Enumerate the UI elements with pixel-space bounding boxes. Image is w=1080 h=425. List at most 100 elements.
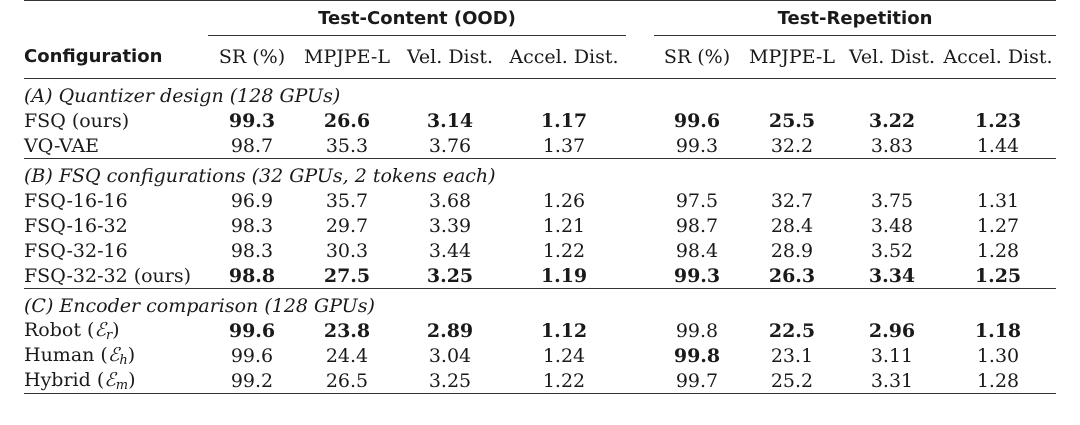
- cell-rep-vel: 3.31: [870, 369, 914, 392]
- cell-rep-accel: 1.28: [976, 239, 1020, 262]
- config-cell: VQ-VAE: [24, 133, 208, 159]
- table-row: FSQ-32-16 98.3 30.3 3.44 1.22 98.4 28.9 3.52 1.2…: [24, 238, 1056, 263]
- cell-ood-mpjpe: 35.3: [325, 134, 369, 157]
- cell-rep-accel: 1.23: [974, 109, 1022, 132]
- column-header-row: Configuration SR (%) MPJPE-L Vel. Dist. …: [24, 36, 1056, 79]
- cell-ood-sr: 96.9: [230, 189, 274, 212]
- col-header-accel-ood: Accel. Dist.: [509, 46, 619, 68]
- cell-ood-sr: 99.6: [230, 344, 274, 367]
- cell-rep-mpjpe: 28.9: [770, 239, 814, 262]
- bottom-rule: [24, 393, 1056, 394]
- group-header-row: Test-Content (OOD) Test-Repetition: [24, 1, 1056, 36]
- cell-ood-accel: 1.22: [542, 369, 586, 392]
- section-rule: [24, 288, 1056, 289]
- cell-ood-accel: 1.26: [542, 189, 586, 212]
- section-header-row: (B) FSQ configurations (32 GPUs, 2 token…: [24, 159, 1056, 188]
- cell-rep-vel: 3.48: [870, 214, 914, 237]
- cell-ood-vel: 3.14: [426, 109, 474, 132]
- cell-rep-accel: 1.28: [976, 369, 1020, 392]
- cell-ood-mpjpe: 26.6: [323, 109, 371, 132]
- section-title: (C) Encoder comparison (128 GPUs): [24, 295, 375, 317]
- cell-ood-sr: 99.6: [228, 319, 276, 342]
- config-name: Robot: [24, 318, 81, 341]
- config-cell: Robot (ℰr): [24, 318, 120, 343]
- group-empty: [24, 1, 208, 36]
- top-rule: [24, 0, 1056, 1]
- cell-ood-accel: 1.22: [542, 239, 586, 262]
- section-header-row: (C) Encoder comparison (128 GPUs): [24, 289, 1056, 318]
- cell-rep-sr: 99.3: [675, 134, 719, 157]
- config-name: Hybrid: [24, 368, 91, 391]
- table-row: Hybrid (ℰm) 99.2 26.5 3.25 1.22 99.7 25.2 3.31 1…: [24, 368, 1056, 394]
- cell-rep-accel: 1.44: [976, 134, 1020, 157]
- cell-ood-mpjpe: 24.4: [325, 344, 369, 367]
- cell-ood-sr: 98.8: [228, 264, 276, 287]
- col-header-accel-rep: Accel. Dist.: [943, 46, 1053, 68]
- cell-rep-vel: 3.34: [868, 264, 916, 287]
- table-row: Human (ℰh) 99.6 24.4 3.04 1.24 99.8 23.1 3.11 1.…: [24, 343, 1056, 368]
- table-row: VQ-VAE 98.7 35.3 3.76 1.37 99.3 32.2 3.83 1.44: [24, 133, 1056, 159]
- cell-rep-accel: 1.27: [976, 214, 1020, 237]
- cell-ood-sr: 98.3: [230, 214, 274, 237]
- encoder-symbol: ℰ: [107, 343, 120, 366]
- cell-ood-sr: 99.2: [230, 369, 274, 392]
- config-cell: FSQ-32-32 (ours): [24, 263, 208, 289]
- config-name: Human: [24, 343, 95, 366]
- cell-ood-sr: 99.3: [228, 109, 276, 132]
- cell-rep-sr: 99.8: [673, 344, 721, 367]
- col-header-mpjpe-rep: MPJPE-L: [749, 46, 835, 68]
- config-name: FSQ-32-16: [24, 239, 128, 262]
- cell-ood-vel: 3.68: [428, 189, 472, 212]
- col-header-sr-rep: SR (%): [663, 46, 731, 68]
- group-rep-label: Test-Repetition: [654, 1, 1056, 36]
- table-row: FSQ-16-32 98.3 29.7 3.39 1.21 98.7 28.4 3.48 1.2…: [24, 213, 1056, 238]
- config-cell: FSQ-32-16: [24, 238, 208, 263]
- cell-ood-mpjpe: 27.5: [323, 264, 371, 287]
- config-name: FSQ-32-32 (ours): [24, 264, 192, 287]
- section-title: (A) Quantizer design (128 GPUs): [24, 85, 341, 107]
- cell-rep-mpjpe: 28.4: [770, 214, 814, 237]
- results-table: Test-Content (OOD) Test-Repetition Confi…: [24, 0, 1056, 394]
- cell-ood-vel: 3.76: [428, 134, 472, 157]
- table-row: FSQ-16-16 96.9 35.7 3.68 1.26 97.5 32.7 3.75 1.3…: [24, 188, 1056, 213]
- cell-rep-vel: 3.83: [870, 134, 914, 157]
- cell-rep-mpjpe: 26.3: [768, 264, 816, 287]
- cell-ood-mpjpe: 29.7: [325, 214, 369, 237]
- cell-ood-accel: 1.24: [542, 344, 586, 367]
- encoder-symbol: ℰ: [94, 318, 106, 341]
- cell-rep-accel: 1.25: [974, 264, 1022, 287]
- config-cell: Hybrid (ℰm): [24, 368, 136, 393]
- cell-rep-sr: 99.6: [673, 109, 721, 132]
- col-header-vel-ood: Vel. Dist.: [406, 46, 494, 68]
- config-column-header: Configuration: [24, 46, 163, 68]
- section-rule: [24, 158, 1056, 159]
- table-row: Robot (ℰr) 99.6 23.8 2.89 1.12 99.8 22.5 2.96 1.…: [24, 318, 1056, 343]
- section-header-row: (A) Quantizer design (128 GPUs): [24, 79, 1056, 108]
- cell-rep-vel: 2.96: [868, 319, 916, 342]
- cell-ood-vel: 3.25: [428, 369, 472, 392]
- cell-ood-accel: 1.21: [542, 214, 586, 237]
- cell-rep-mpjpe: 25.2: [770, 369, 814, 392]
- cell-rep-mpjpe: 25.5: [768, 109, 816, 132]
- table-row: FSQ-32-32 (ours) 98.8 27.5 3.25 1.19 99.3 26.3…: [24, 263, 1056, 289]
- encoder-subscript: h: [119, 352, 128, 368]
- cell-rep-vel: 3.22: [868, 109, 916, 132]
- encoder-subscript: m: [115, 377, 129, 393]
- config-name: FSQ (ours): [24, 109, 130, 132]
- cell-ood-accel: 1.17: [540, 109, 588, 132]
- cell-ood-accel: 1.19: [540, 264, 588, 287]
- config-cell: Human (ℰh): [24, 343, 136, 368]
- cell-rep-sr: 99.3: [673, 264, 721, 287]
- cell-rep-vel: 3.52: [870, 239, 914, 262]
- table-row: FSQ (ours) 99.3 26.6 3.14 1.17 99.6 25.5 3.22 1.…: [24, 108, 1056, 133]
- config-name: FSQ-16-16: [24, 189, 128, 212]
- cell-rep-sr: 99.7: [675, 369, 719, 392]
- config-cell: FSQ-16-16: [24, 188, 208, 213]
- cell-ood-mpjpe: 23.8: [323, 319, 371, 342]
- col-header-mpjpe-ood: MPJPE-L: [304, 46, 390, 68]
- cell-ood-mpjpe: 35.7: [325, 189, 369, 212]
- group-ood-label: Test-Content (OOD): [208, 1, 626, 36]
- config-name: VQ-VAE: [24, 134, 100, 157]
- results-table-container: Test-Content (OOD) Test-Repetition Confi…: [24, 0, 1056, 394]
- cell-ood-vel: 3.04: [428, 344, 472, 367]
